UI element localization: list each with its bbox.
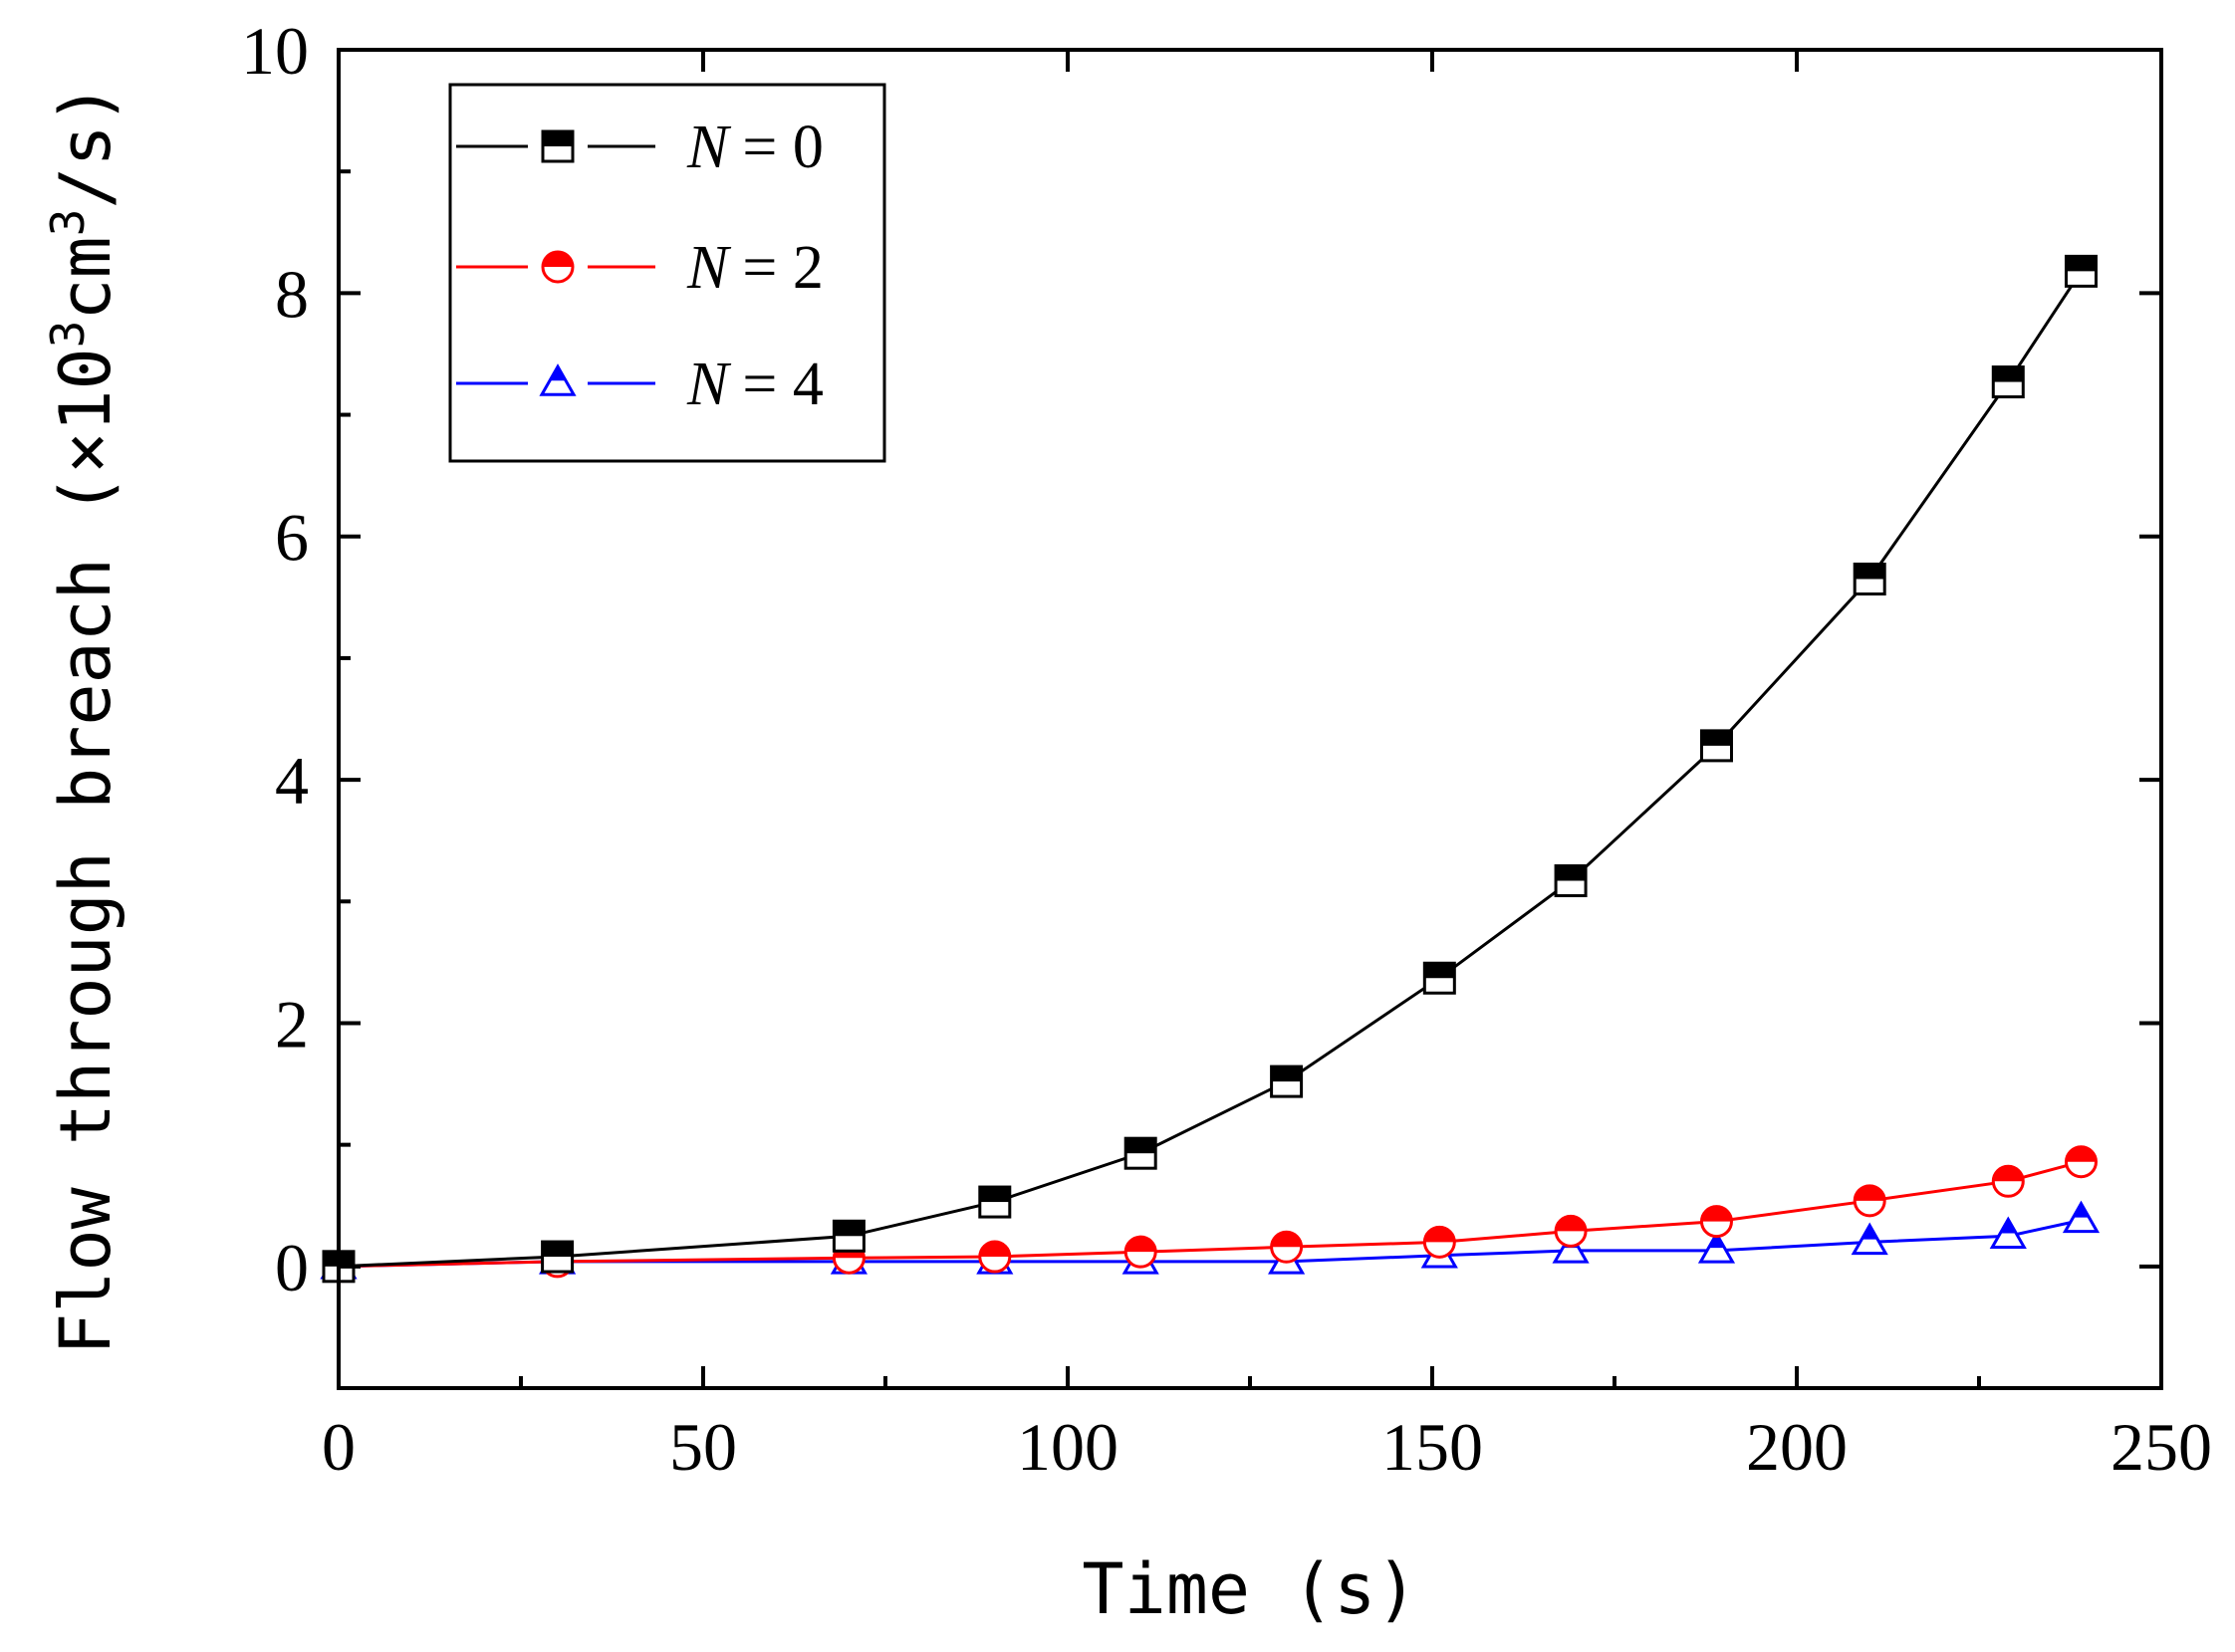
data-point [1123, 1235, 1157, 1269]
series-triangle [320, 1200, 2101, 1280]
data-point [1851, 1222, 1888, 1256]
data-point [2064, 1145, 2098, 1179]
y-axis-title: Flow through breach (×103cm3/s) [41, 83, 126, 1355]
series-line [338, 1160, 2082, 1269]
legend-label: N = 0 [686, 114, 824, 181]
y-tick-label: 2 [275, 986, 309, 1062]
data-point [1989, 1216, 2027, 1249]
data-point [1270, 1064, 1304, 1098]
legend-marker-circle [541, 250, 575, 284]
data-point [1422, 961, 1456, 995]
y-tick-label: 0 [275, 1230, 309, 1305]
y-axis-title-exp2: 3 [41, 209, 95, 237]
data-point [1554, 1214, 1588, 1248]
data-point [1991, 365, 2025, 399]
x-tick-label: 100 [1017, 1409, 1118, 1485]
data-point [2062, 1200, 2101, 1234]
data-point [2064, 254, 2098, 288]
data-point [832, 1219, 866, 1253]
data-point [1697, 1231, 1736, 1264]
data-point [1853, 1184, 1886, 1218]
data-point [1422, 1225, 1456, 1259]
data-point [978, 1240, 1012, 1274]
y-tick-label: 8 [275, 256, 309, 332]
y-axis-title-exp1: 3 [41, 321, 95, 349]
series-line [338, 1218, 2082, 1269]
y-tick-label: 4 [275, 743, 309, 819]
data-point [1270, 1230, 1304, 1264]
legend: N = 0 N = 2 N = 4 [448, 83, 886, 463]
y-axis-title-main: Flow through breach (×10 [45, 348, 126, 1354]
legend-entry: N = 4 [456, 351, 824, 418]
data-point [1853, 562, 1886, 595]
data-point [1123, 1136, 1157, 1170]
series-square [322, 254, 2098, 1284]
x-tick-label: 250 [2111, 1409, 2212, 1485]
legend-marker-square [541, 129, 575, 163]
legend-label: N = 4 [686, 351, 824, 418]
x-tick-label: 200 [1746, 1409, 1848, 1485]
y-axis-title-end: /s) [45, 83, 126, 208]
data-point [1699, 1205, 1733, 1239]
y-tick-label: 6 [275, 500, 309, 576]
data-point [978, 1185, 1012, 1219]
y-tick-label: 10 [241, 13, 309, 89]
series-line [338, 270, 2083, 1269]
x-tick-label: 50 [669, 1409, 737, 1485]
legend-label: N = 2 [686, 234, 824, 302]
legend-entry: N = 0 [456, 114, 824, 181]
data-point [1991, 1164, 2025, 1198]
x-tick-label: 150 [1381, 1409, 1483, 1485]
data-point [1699, 729, 1733, 763]
y-axis-title-mid: cm [45, 236, 126, 320]
legend-marker-triangle [539, 363, 577, 396]
x-tick-label: 0 [322, 1409, 356, 1485]
legend-entry: N = 2 [456, 234, 824, 302]
data-point [1554, 864, 1588, 898]
x-axis-title: Time (s) [1082, 1548, 1417, 1630]
data-point [541, 1240, 575, 1274]
